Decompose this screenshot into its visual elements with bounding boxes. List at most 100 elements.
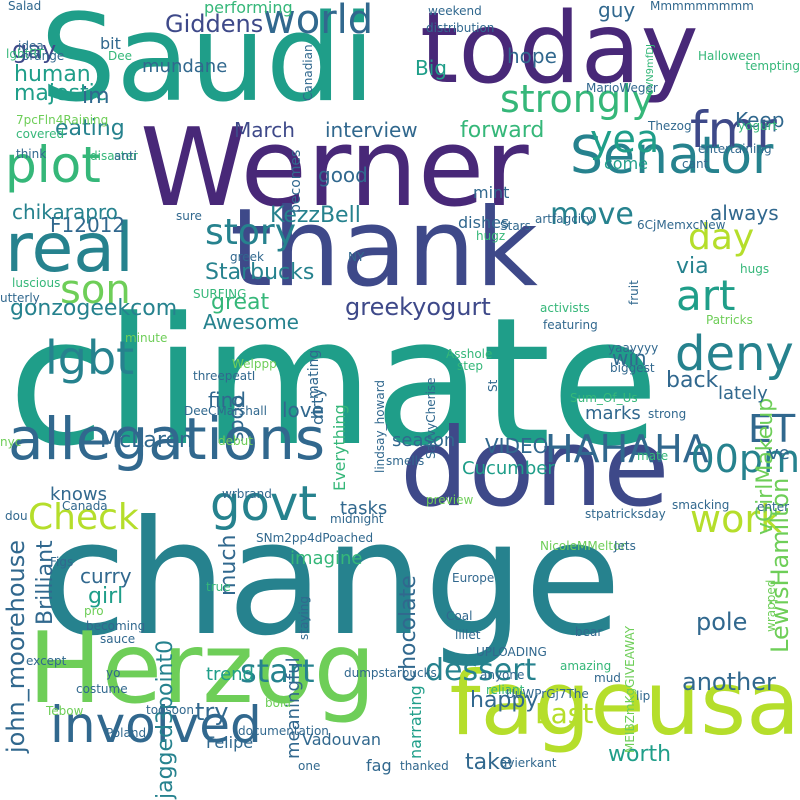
word-et: ET xyxy=(748,407,796,451)
word-avierkant: avierkant xyxy=(500,756,557,770)
word-tebow: Tebow xyxy=(46,704,84,718)
word-patricks: Patricks xyxy=(706,313,753,327)
word-always: always xyxy=(710,201,779,225)
word-dumpstarbucks: dumpstarbucks xyxy=(344,666,437,680)
word-real: real xyxy=(5,209,134,288)
word-narrating: narrating xyxy=(406,685,425,759)
word-ny: NY xyxy=(348,250,365,264)
word-day: day xyxy=(688,217,755,258)
word-costume: costume xyxy=(76,682,128,696)
word-asshole: Asshole xyxy=(446,347,493,361)
word-idea: idea xyxy=(18,39,44,53)
word-saudi: Saudi xyxy=(40,0,376,129)
word-change: change xyxy=(40,487,622,671)
word-girl: girl xyxy=(88,584,124,609)
word-majestic: majestic xyxy=(14,81,107,106)
word-anyone: anyone xyxy=(480,668,525,682)
word-interview: interview xyxy=(325,118,418,142)
word-europe: Europe xyxy=(452,571,495,585)
word-midnight: midnight xyxy=(330,512,384,526)
word-mud: mud xyxy=(594,671,621,685)
word-toosoon: toosoon xyxy=(146,703,194,717)
word-fmr: fmr xyxy=(690,101,777,159)
word-snm2pp4dpoached: SNm2pp4dPoached xyxy=(256,531,374,545)
word-giddens: Giddens xyxy=(165,10,264,38)
word-enter: enter xyxy=(757,500,790,514)
word-uploading: UPLOADING xyxy=(476,645,547,659)
word-forward: forward xyxy=(460,118,545,143)
word-dessert: dessert xyxy=(425,653,537,688)
word-sum-of-us: Sum_Of_Us xyxy=(570,391,638,405)
word-lillet: lillet xyxy=(455,628,481,642)
word-imagine: imagine xyxy=(290,548,363,569)
word-coal: Coal xyxy=(446,609,473,623)
word-artfagcity: artfagcity xyxy=(535,212,593,226)
word-performing: performing xyxy=(204,0,293,17)
word-reliant: reliant xyxy=(486,683,525,697)
word-great: great xyxy=(211,290,270,315)
word-utterly: utterly xyxy=(0,291,40,305)
word-st: St xyxy=(486,380,500,393)
word-strongly: strongly xyxy=(500,77,654,121)
word-7pcfln4raining: 7pcFln4Raining xyxy=(16,113,109,127)
word-pole: pole xyxy=(696,608,748,636)
word-trend: trend xyxy=(206,664,254,685)
word-f12012: F12012 xyxy=(50,213,126,237)
word-thezog: Thezog xyxy=(648,119,692,133)
word-anti: anti xyxy=(114,149,137,163)
word-fageusa: fageusa xyxy=(449,652,800,755)
word-done: done xyxy=(400,406,670,531)
word-son: son xyxy=(60,267,131,313)
word-world: world xyxy=(263,0,374,43)
word-6cjmemxcnew: 6CjMemxcNew xyxy=(637,218,726,232)
word-mate: mate xyxy=(637,449,669,463)
word-gay: gay xyxy=(12,36,57,64)
word-im: im xyxy=(82,84,110,109)
word-yea: yea xyxy=(590,117,660,161)
word-john-moorehouse: john_moorehouse xyxy=(2,540,30,753)
word-jagged3point0: jagged3point0 xyxy=(153,640,178,800)
word-starbucks: Starbucks xyxy=(205,260,315,285)
word-canadian: Canadian xyxy=(301,44,315,101)
word-tempting: tempting xyxy=(745,59,800,73)
word-stpatricksday: stpatricksday xyxy=(585,507,666,521)
word-take: take xyxy=(465,750,513,775)
word-debut: debut xyxy=(218,434,253,448)
word-preview: preview xyxy=(426,493,474,507)
word-wrbrand: wrbrand xyxy=(222,487,272,501)
word-try: try xyxy=(195,698,229,726)
word-today: today xyxy=(420,0,699,106)
word-hope: hope xyxy=(507,44,557,68)
word-last: Last xyxy=(535,697,594,730)
word-becoming: becoming xyxy=(86,619,146,633)
word-via: via xyxy=(676,254,709,279)
word-knows: knows xyxy=(50,484,107,505)
word-distribution: distribution xyxy=(426,21,495,35)
word-eating: eating xyxy=(55,116,125,141)
word-entertaining: entertaining xyxy=(698,142,772,156)
word-dou: dou xyxy=(5,509,28,523)
word-human: human xyxy=(14,62,91,87)
word-covered: covered xyxy=(16,127,65,141)
word-marioweger: MarioWeger xyxy=(586,81,658,95)
word-video: VIDEO xyxy=(485,434,549,458)
word-find: find xyxy=(208,388,246,412)
word-hugs: hugs xyxy=(740,262,770,276)
word-biggest: biggest xyxy=(610,361,655,375)
word-climate: climate xyxy=(8,280,660,485)
word-bear: bear xyxy=(575,625,603,639)
word-strong: strong xyxy=(648,407,687,421)
word-gonzogeekcom: gonzogeekcom xyxy=(10,296,178,321)
word-fag: fag xyxy=(366,756,392,775)
word-greek: greek xyxy=(230,250,265,264)
word-allegations: allegations xyxy=(8,405,326,473)
word-dishes: dishes xyxy=(458,213,510,232)
word-one: one xyxy=(298,759,321,773)
word-mating: mating xyxy=(306,350,322,400)
word-curry: curry xyxy=(80,564,132,588)
word-march: March xyxy=(234,118,295,142)
word-kezzbell: KezzBell xyxy=(270,203,361,228)
word-lately: lately xyxy=(718,383,768,404)
word-yo: yo xyxy=(106,666,121,680)
word-staying: staying xyxy=(297,596,311,640)
